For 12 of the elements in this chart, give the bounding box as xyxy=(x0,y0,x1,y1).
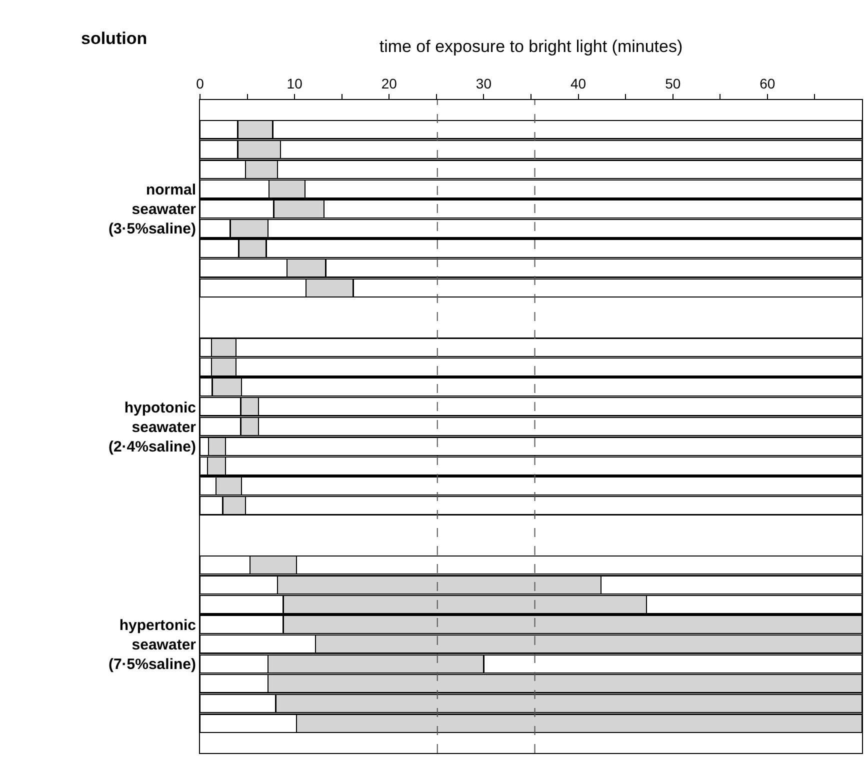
x-tick-label: 40 xyxy=(570,75,586,92)
x-tick-label: 50 xyxy=(665,75,681,92)
x-tick-label: 20 xyxy=(381,75,398,92)
x-tick-label: 30 xyxy=(476,75,492,92)
y-tick-label: normal seawater (3·5%saline) xyxy=(108,182,196,238)
y-tick-label: hypotonic seawater (2·4%saline) xyxy=(108,399,196,456)
x-axis-title: time of exposure to bright light (minutes) xyxy=(379,36,683,56)
y-tick-label: hypertonic seawater (7·5%saline) xyxy=(108,616,196,673)
x-tick-label: 10 xyxy=(286,75,303,92)
x-tick-label: 60 xyxy=(760,75,776,92)
y-axis-title: solution xyxy=(81,29,148,48)
x-tick-label: 0 xyxy=(196,75,204,92)
